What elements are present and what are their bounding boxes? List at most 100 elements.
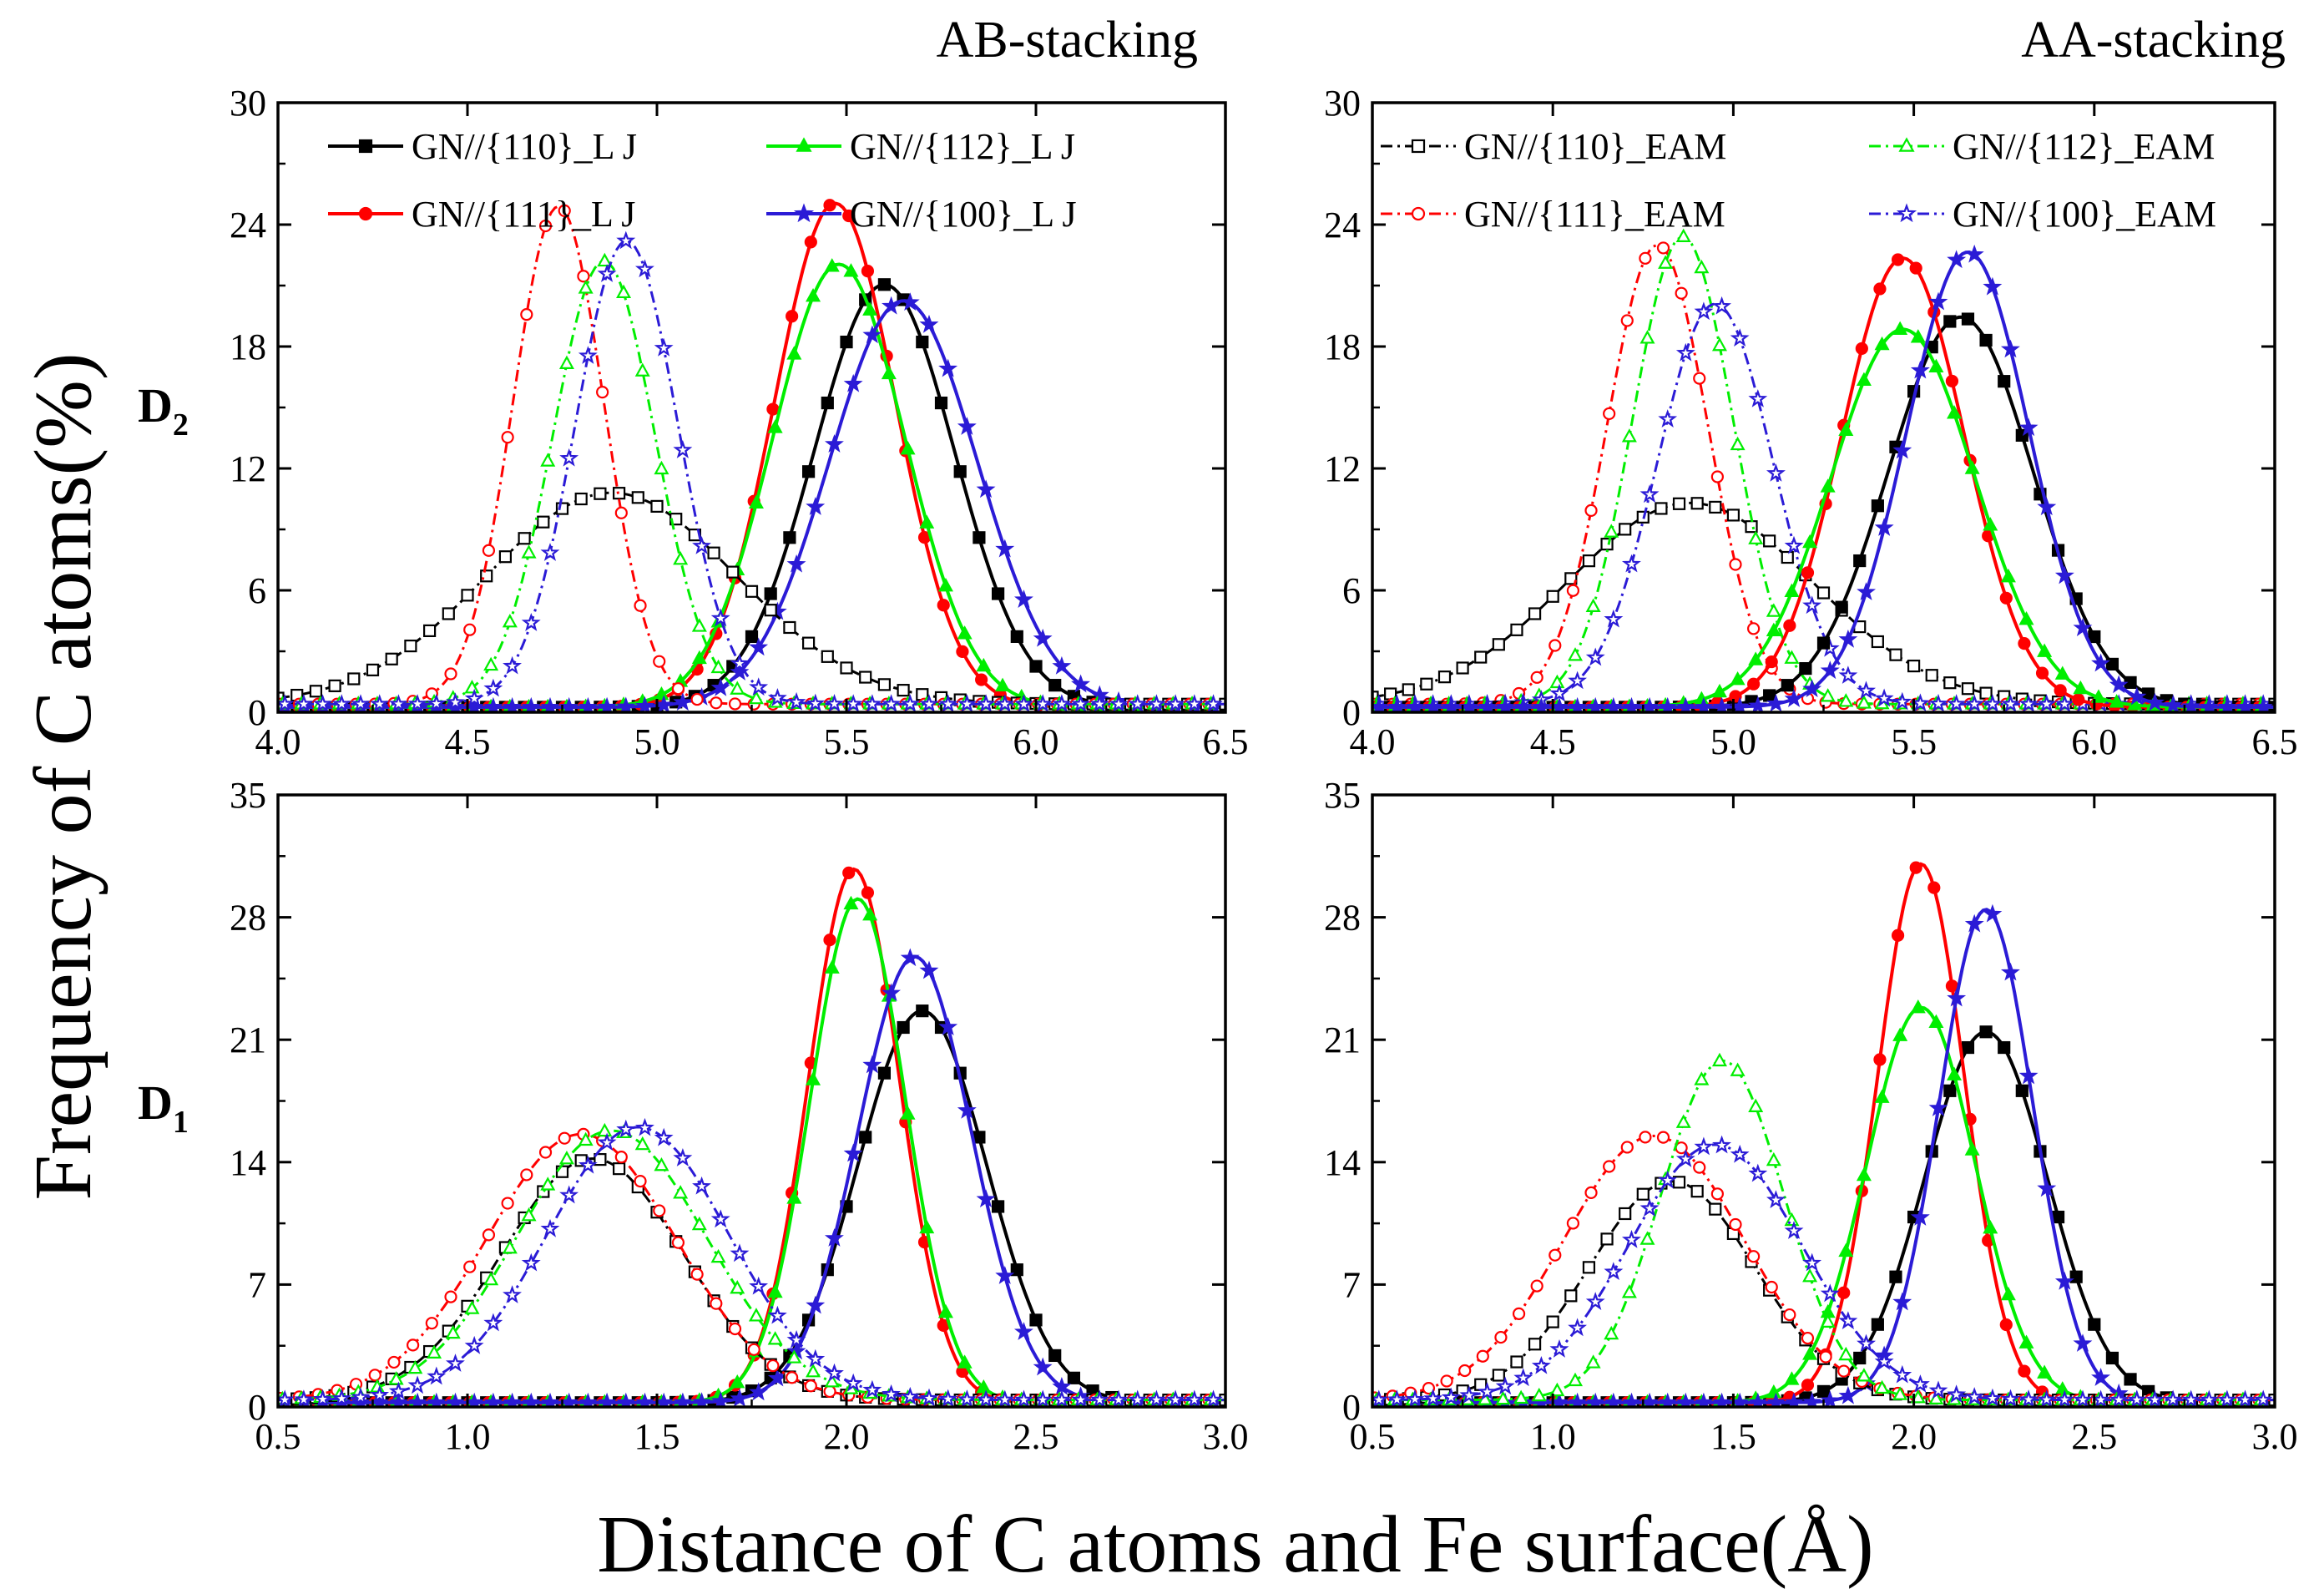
data-point [278, 694, 295, 712]
data-point [1441, 696, 1461, 712]
y-tick-label: 30 [230, 83, 266, 124]
data-point [1694, 301, 1714, 321]
data-point [1710, 1187, 1724, 1201]
data-point [1856, 1166, 1872, 1182]
data-point [786, 1349, 802, 1364]
data-point [1910, 1389, 1926, 1404]
data-point [596, 386, 609, 399]
legend-label: GN//{111}_L J [412, 194, 635, 235]
x-tick-label: 5.5 [1891, 721, 1937, 762]
data-point [821, 650, 834, 663]
data-point [503, 655, 522, 675]
data-point [1620, 314, 1634, 327]
data-point [2037, 1364, 2053, 1379]
data-point [574, 492, 588, 506]
data-point [882, 983, 901, 1002]
data-point [824, 694, 844, 712]
data-point [1802, 679, 1822, 698]
legend-item: GN//{111}_L J [328, 194, 635, 235]
data-point [1600, 1232, 1614, 1246]
data-point [1961, 1040, 1975, 1055]
data-point [673, 1185, 689, 1199]
data-point [2069, 1270, 2083, 1283]
legend-marker [1898, 137, 1915, 152]
data-point [1747, 677, 1761, 691]
data-point [728, 1322, 742, 1336]
row-label-d2: D2 [138, 378, 189, 443]
data-point [1546, 590, 1559, 603]
data-point [1604, 696, 1624, 712]
data-point [957, 625, 973, 640]
data-point [786, 554, 806, 573]
data-point [1585, 1292, 1605, 1310]
data-point [1748, 1163, 1768, 1182]
data-point [1456, 661, 1469, 675]
x-tick-label: 4.0 [255, 721, 301, 762]
x-tick-label: 2.0 [824, 1416, 870, 1457]
data-point [1010, 630, 1023, 643]
data-point [1165, 1389, 1185, 1407]
data-point [2000, 1389, 2020, 1407]
data-point [861, 886, 875, 899]
data-point [461, 589, 474, 602]
data-point [692, 1176, 711, 1195]
data-point [634, 599, 647, 612]
data-point [1802, 1268, 1818, 1283]
y-tick-label: 0 [248, 692, 266, 733]
data-point [1067, 1371, 1081, 1384]
data-point [559, 696, 579, 712]
x-tick-label: 1.5 [1710, 1416, 1756, 1457]
panel-top-right: 4.0 4.5 5.0 5.5 6.0 6.5 0 6 12 18 24 30 GN//{110}_EA… [1324, 83, 2298, 762]
data-point [1013, 694, 1033, 712]
legend-label: GN//{112}_L J [850, 126, 1075, 167]
data-point [1964, 694, 1984, 712]
data-point [1564, 1289, 1578, 1303]
data-point [1781, 679, 1794, 692]
data-point [366, 663, 380, 676]
data-point [934, 396, 948, 410]
data-point [938, 694, 958, 712]
data-point [1585, 1354, 1601, 1369]
data-point [1658, 255, 1674, 269]
data-point [540, 453, 556, 467]
data-point [995, 539, 1015, 558]
data-point [521, 544, 537, 559]
data-point [1943, 1084, 1957, 1097]
series-line [278, 205, 1225, 706]
data-point [442, 607, 455, 620]
data-point [2105, 657, 2119, 671]
data-point [2000, 568, 2016, 583]
data-point [1856, 695, 1872, 709]
data-point [1891, 253, 1905, 266]
data-point [1802, 1346, 1818, 1360]
data-point [1621, 428, 1637, 443]
data-point [1784, 1392, 1804, 1407]
data-point [385, 652, 398, 665]
data-point [919, 1388, 939, 1407]
data-point [1947, 1066, 1963, 1080]
data-point [1672, 1176, 1686, 1189]
series-gn-100-eam [1372, 1135, 2275, 1407]
data-point [1033, 694, 1053, 712]
x-tick-label: 6.5 [2252, 721, 2298, 762]
data-point [1730, 670, 1746, 686]
data-point [2018, 610, 2034, 625]
data-point [1837, 1286, 1851, 1299]
legend-marker [1411, 139, 1426, 154]
data-point [351, 1387, 371, 1406]
data-point [650, 499, 664, 513]
legend-marker [1411, 206, 1426, 221]
data-point [1748, 530, 1764, 544]
data-point [1871, 499, 1884, 513]
data-point [973, 1131, 986, 1144]
data-point [786, 1190, 802, 1204]
data-point [1582, 554, 1596, 568]
data-point [976, 694, 996, 712]
data-point [1747, 1250, 1761, 1263]
y-tick-label: 14 [230, 1142, 266, 1183]
data-point [1711, 337, 1727, 352]
data-point [520, 308, 533, 321]
data-point [1730, 1062, 1746, 1076]
legend: GN//{110}_EAM GN//{111}_EAM GN//{112}_EAM G… [1381, 126, 2216, 235]
data-point [578, 280, 594, 294]
